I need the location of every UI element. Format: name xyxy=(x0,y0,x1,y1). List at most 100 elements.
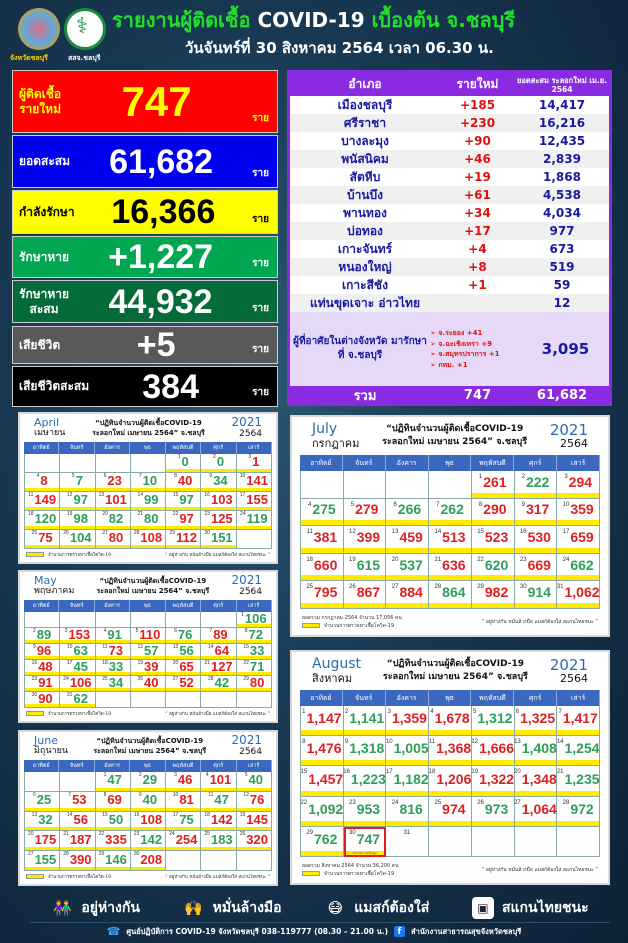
case-count: 34 xyxy=(108,674,124,690)
day-number: 11 xyxy=(102,644,108,650)
day-value: 7 10 xyxy=(131,473,165,488)
day-value: 9 34 xyxy=(201,473,235,488)
test-count-strip xyxy=(343,602,386,608)
day-cell: 10 81 xyxy=(166,791,202,812)
test-count-strip xyxy=(429,520,471,526)
test-count-strip xyxy=(166,847,201,851)
year-be: 2564 xyxy=(239,586,262,597)
day-number: 1 xyxy=(103,772,107,778)
table-row: บางละมุง +90 12,435 xyxy=(290,132,609,150)
day-value: 24 119 xyxy=(237,511,271,526)
day-value: 7 89 xyxy=(201,628,235,641)
mask-icon: 😷 xyxy=(327,898,344,917)
day-number: 2 xyxy=(521,474,525,480)
case-count: 513 xyxy=(442,528,466,545)
day-value: 9 96 xyxy=(25,642,59,658)
case-count: 1,457 xyxy=(308,770,344,787)
case-count: 96 xyxy=(36,642,52,658)
test-count-strip xyxy=(201,656,236,659)
month-name: April เมษายน xyxy=(34,416,65,439)
day-number: 10 xyxy=(66,644,73,650)
test-count-strip xyxy=(25,827,60,831)
test-count-strip xyxy=(201,526,236,529)
day-number: 3 xyxy=(64,628,68,634)
day-cell: 16 108 xyxy=(130,811,167,832)
day-number: 15 xyxy=(300,769,308,776)
test-count-strip xyxy=(471,790,514,796)
day-cell: 23 91 xyxy=(25,676,61,692)
case-count: 106 xyxy=(69,674,92,690)
day-value: 19 615 xyxy=(344,554,386,576)
day-value xyxy=(166,851,200,867)
calendar-footer: จำนวนการตรวจหาเชื้อโควิด-19 “ อยู่ห่างกัน… xyxy=(20,549,276,562)
handwash-icon: 🙌 xyxy=(184,898,203,917)
day-cell: 24 119 xyxy=(236,511,272,530)
new-cases: +4 xyxy=(468,242,487,256)
calendar-week: 1 261 2 222 3 294 xyxy=(301,471,601,499)
month-name-th: มิถุนายน xyxy=(34,746,69,757)
other-province-text: จ.ระยอง +41 xyxy=(438,329,483,337)
page-title: รายงานผู้ติดเชื้อ COVID-19 เบื้องต้น จ.ช… xyxy=(112,6,515,34)
day-number: 10 xyxy=(172,791,179,798)
day-number: 19 xyxy=(66,511,73,517)
day-value: 4 91 xyxy=(96,628,130,641)
day-number: 6 xyxy=(33,791,36,798)
test-count-strip xyxy=(201,545,236,548)
stat-label: รักษาหาย xyxy=(19,249,70,264)
day-number: 5 xyxy=(71,473,75,479)
day-value xyxy=(25,454,59,469)
case-count: 40 xyxy=(142,792,158,808)
title-line1: “ปฏิทินจำนวนผู้ติดเชื้อCOVID-19 xyxy=(96,736,204,745)
day-number: 28 xyxy=(434,584,442,591)
slogan-distance: 👫 อยู่ห่างกัน xyxy=(51,897,140,919)
case-count: 40 xyxy=(144,674,159,690)
day-value xyxy=(237,692,271,704)
test-count-strip xyxy=(201,867,235,870)
weekday-label: อาทิตย์ xyxy=(300,690,343,706)
report-date: วันจันทร์ที่ 30 สิงหาคม 2564 เวลา 06.30 … xyxy=(185,39,494,57)
case-count: 72 xyxy=(248,626,263,642)
test-count-strip xyxy=(429,730,471,736)
day-cell: 11 1,368 xyxy=(429,736,472,767)
day-value: 24 254 xyxy=(166,831,200,847)
day-cell: 29 80 xyxy=(236,676,272,692)
day-value: 12 97 xyxy=(60,492,94,507)
table-row: เมืองชลบุรี +185 14,417 xyxy=(290,96,609,114)
day-cell: 28 108 xyxy=(130,530,167,549)
calendar-legend: จำนวนการตรวจหาเชื้อโควิด-19 xyxy=(302,870,399,878)
day-number: 21 xyxy=(204,660,210,666)
test-count-strip xyxy=(201,640,236,643)
calendar-footer-left: ยอดรวม กรกฎาคม 2564 จำนวน 17,056 คน จำนวน… xyxy=(302,614,402,630)
header-new: รายใหม่ xyxy=(456,77,499,91)
case-count: 99 xyxy=(144,492,159,507)
test-count-strip xyxy=(25,704,60,707)
day-cell: 26 973 xyxy=(471,796,515,827)
day-value: 31 1,062 xyxy=(557,581,600,603)
day-number: 6 xyxy=(174,628,177,634)
case-count: 29 xyxy=(142,772,158,788)
day-cell: 14 513 xyxy=(429,526,472,554)
year-ad: 2021 xyxy=(231,573,262,588)
facebook-page[interactable]: สำนักงานสาธารณสุขจังหวัดชลบุรี xyxy=(411,926,522,936)
day-number: 5 xyxy=(473,709,477,715)
day-value: 23 125 xyxy=(201,511,235,526)
calendar-footer: จำนวนการตรวจหาเชื้อโควิด-19 “ อยู่ห่างกัน… xyxy=(20,871,276,884)
calendar-grid: 1 47 2 29 3 46 4 101 5 40 6 25 7 53 8 69 9 40 10 81 11 47 12 76… xyxy=(24,772,272,871)
day-value: 18 120 xyxy=(25,511,59,526)
case-count: 64 xyxy=(214,642,230,658)
day-cell: 13 32 xyxy=(25,811,61,832)
day-number: 18 xyxy=(306,556,314,563)
day-value xyxy=(25,612,59,624)
test-count-strip xyxy=(130,866,166,870)
case-count: 52 xyxy=(179,674,194,690)
day-number: 23 xyxy=(133,831,140,838)
test-count-strip xyxy=(95,672,130,675)
day-cell: 25 183 xyxy=(201,831,237,852)
case-count: 1,417 xyxy=(562,710,598,727)
day-cell: 28 972 xyxy=(557,796,601,827)
day-cell: 19 98 xyxy=(60,511,96,530)
slogan-text: อยู่ห่างกัน xyxy=(81,899,140,916)
day-number: 23 xyxy=(31,676,38,682)
day-cell: 5 279 xyxy=(343,498,387,527)
day-cell: 8 40 xyxy=(166,473,202,492)
